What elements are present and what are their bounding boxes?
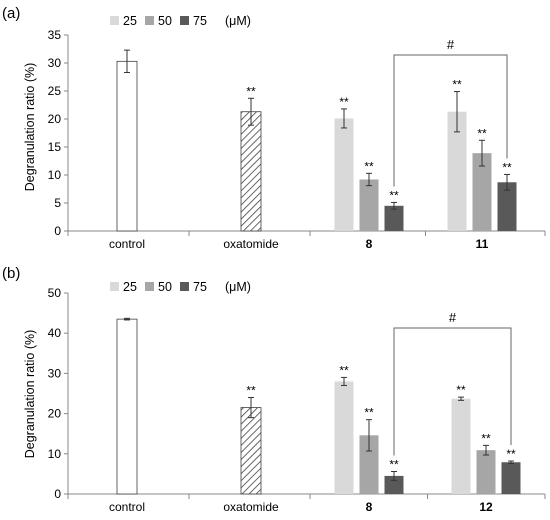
panel-a-bracket-label: # (447, 37, 455, 52)
panel-b-significance-label: ** (456, 383, 466, 397)
panel-b-significance-label: ** (389, 457, 399, 471)
panel-b-bar (116, 318, 138, 495)
panel-b-y-tick-label: 40 (48, 326, 62, 340)
panel-b-chart: (b) Degranulation ratio (%) 25 50 75 (μM… (2, 265, 546, 514)
panel-b-bar (384, 475, 404, 494)
panel-a-significance-label: ** (246, 84, 256, 98)
panel-a-y-tick-label: 20 (48, 112, 62, 126)
panel-b-legend-label-50: 50 (158, 280, 172, 294)
panel-a-label: (a) (2, 5, 20, 22)
panel-b-significance-label: ** (246, 384, 256, 398)
panel-b-category-label: control (109, 500, 145, 514)
panel-b-legend-label-25: 25 (123, 280, 137, 294)
panel-a-legend-label-25: 25 (123, 14, 137, 28)
panel-b-significance-label: ** (339, 363, 349, 377)
panel-b-legend-swatch-25 (110, 282, 119, 291)
panel-b-category-label: oxatomide (223, 500, 279, 514)
panel-a-significance-bracket (393, 54, 508, 187)
panel-a-bar (472, 153, 492, 231)
panel-b-significance-label: ** (364, 406, 374, 420)
panel-b-y-tick-label: 0 (54, 487, 61, 501)
panel-a-y-tick-label: 25 (48, 84, 62, 98)
panel-a-y-tick-label: 5 (54, 196, 61, 210)
panel-b-legend: 25 50 75 (μM) (110, 280, 251, 294)
panel-a-legend-label-50: 50 (158, 14, 172, 28)
panel-b-bar (334, 381, 354, 494)
panel-a-bar (240, 111, 262, 232)
panel-a-chart: (a) Degranulation ratio (%) 25 50 75 (μM… (2, 5, 546, 251)
panel-a-significance-label: ** (502, 160, 512, 174)
panel-a-bar (384, 205, 404, 231)
panel-b-legend-label-75: 75 (193, 280, 207, 294)
panel-a-bar (116, 60, 138, 232)
panel-b-bar (240, 407, 262, 495)
panel-a-significance-label: ** (477, 126, 487, 140)
panel-a-y-tick-label: 10 (48, 168, 62, 182)
panel-a-significance-label: ** (339, 95, 349, 109)
panel-b-significance-bracket (393, 327, 512, 456)
panel-a-y-tick-label: 15 (48, 140, 62, 154)
panel-b-bar (476, 450, 496, 494)
panel-a-bar (359, 179, 379, 231)
panel-a-bar (497, 182, 517, 231)
panel-b-category-label: 12 (479, 500, 493, 514)
panel-a-legend-swatch-75 (180, 16, 189, 25)
panel-b-bar (501, 462, 521, 494)
panel-a-y-tick-label: 0 (54, 224, 61, 238)
panel-a-legend-unit: (μM) (225, 14, 251, 28)
panel-a-significance-label: ** (452, 78, 462, 92)
panel-b-y-tick-label: 10 (48, 447, 62, 461)
panel-a-significance-label: ** (389, 188, 399, 202)
panel-a-category-label: control (109, 237, 145, 251)
panel-b-label: (b) (2, 265, 20, 282)
panel-b-bar (359, 435, 379, 494)
panel-a-bar (334, 118, 354, 231)
panel-a-y-axis-label: Degranulation ratio (%) (23, 63, 37, 192)
panel-b-bracket-label: # (449, 310, 457, 325)
panel-b-y-tick-label: 50 (48, 286, 62, 300)
panel-b-bar (451, 398, 471, 494)
panel-b-y-axis-label: Degranulation ratio (%) (23, 330, 37, 459)
panel-a-y-tick-label: 30 (48, 56, 62, 70)
panel-b-y-tick-label: 30 (48, 366, 62, 380)
panel-b-legend-swatch-50 (145, 282, 154, 291)
panel-a-category-label: oxatomide (223, 237, 279, 251)
panel-a-category-label: 11 (476, 237, 489, 251)
panel-a-legend-swatch-50 (145, 16, 154, 25)
panel-a-category-label: 8 (366, 237, 373, 251)
panel-a-legend-swatch-25 (110, 16, 119, 25)
panel-b-legend-unit: (μM) (225, 280, 251, 294)
panel-a-legend-label-75: 75 (193, 14, 207, 28)
panel-b-y-tick-label: 20 (48, 407, 62, 421)
panel-b-significance-label: ** (481, 431, 491, 445)
panel-b-significance-label: ** (506, 447, 516, 461)
panel-a-significance-label: ** (364, 159, 374, 173)
panel-a-y-tick-label: 35 (48, 28, 62, 42)
panel-a-bar (447, 111, 467, 231)
panel-b-category-label: 8 (366, 500, 373, 514)
panel-a-legend: 25 50 75 (μM) (110, 14, 251, 28)
panel-b-legend-swatch-75 (180, 282, 189, 291)
